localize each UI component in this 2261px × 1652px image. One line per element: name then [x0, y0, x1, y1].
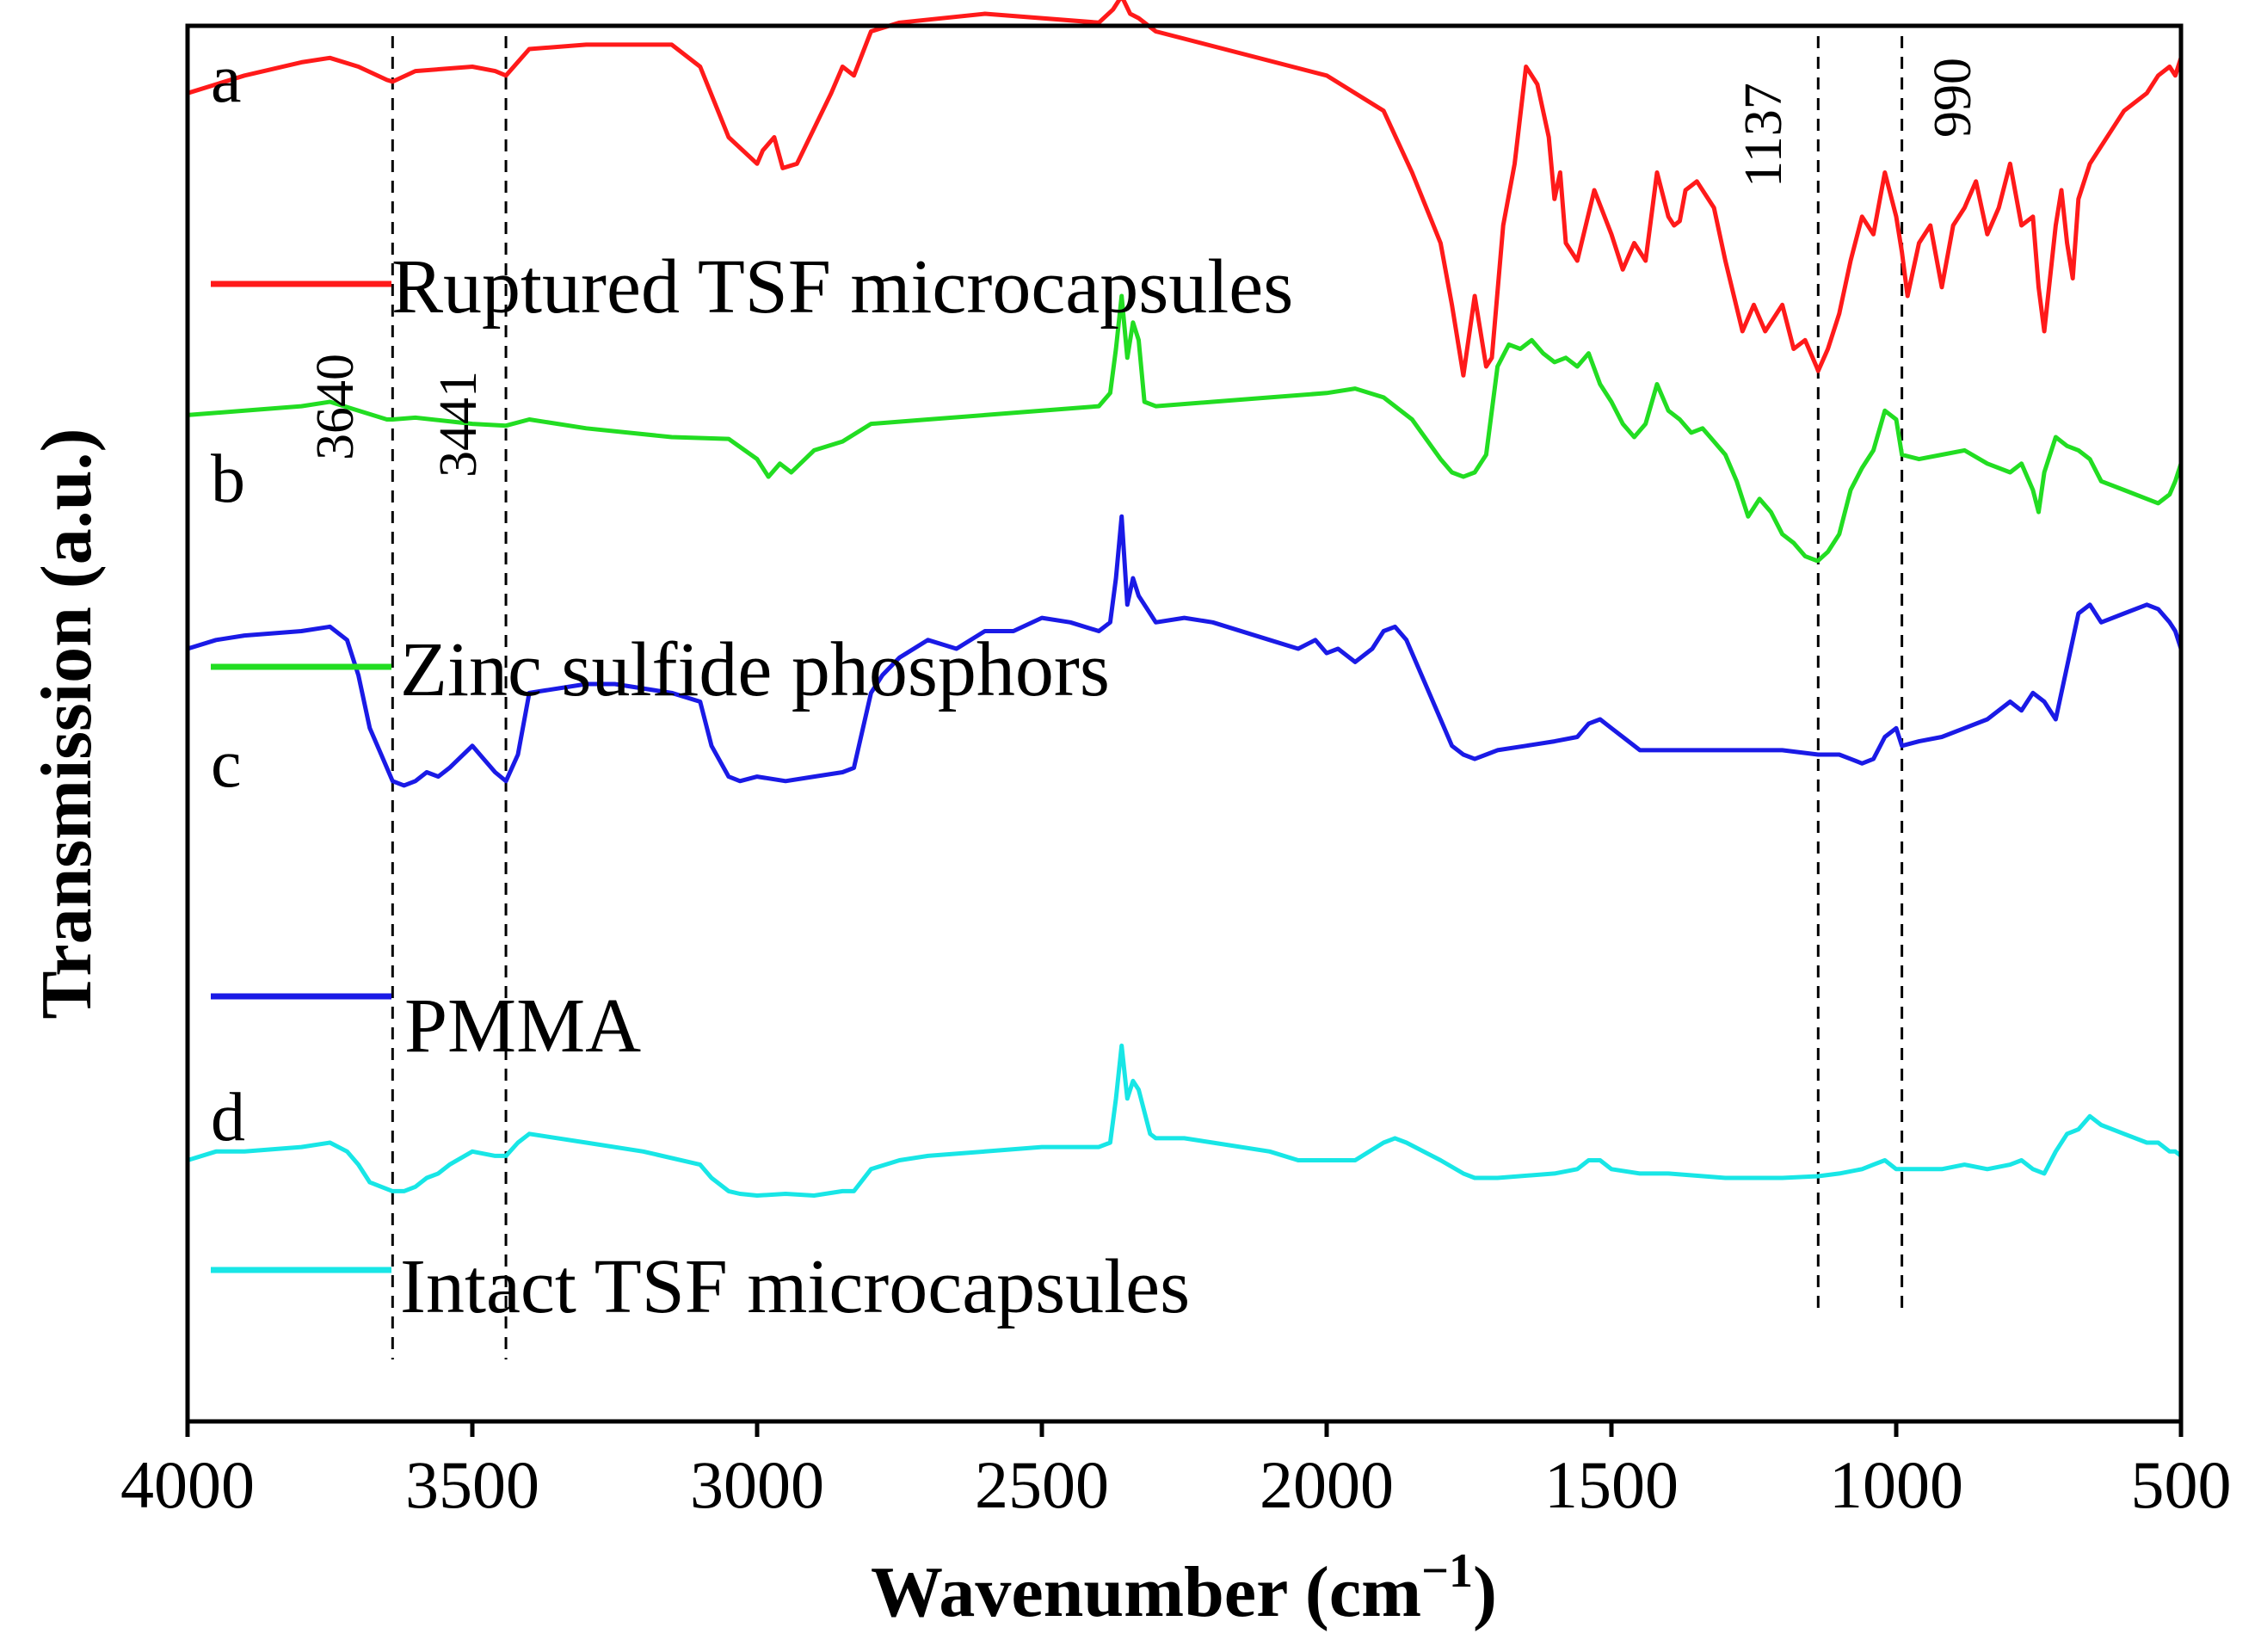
legend-label-intact: Intact TSF microcapsules	[400, 1244, 1190, 1329]
x-tick-label-2000: 2000	[1260, 1447, 1394, 1522]
x-axis-title-close: )	[1473, 1552, 1497, 1632]
x-axis-title-sup: −1	[1421, 1544, 1473, 1598]
legend-label-ruptured: Ruptured TSF microcapsules	[391, 244, 1293, 330]
x-tick-label-4000: 4000	[120, 1447, 255, 1522]
panel-letter-b: b	[211, 441, 245, 517]
legend-label-zinc: Zinc sulfide phosphors	[400, 627, 1110, 712]
legend-label-pmma: PMMA	[404, 983, 641, 1069]
x-tick-label-2500: 2500	[975, 1447, 1109, 1522]
peak-label-3441: 3441	[429, 371, 488, 478]
peak-label-1137: 1137	[1734, 83, 1793, 188]
panel-letter-a: a	[211, 41, 242, 117]
peak-label-990: 990	[1924, 58, 1982, 138]
peak-label-3640: 3640	[306, 354, 365, 460]
x-tick-label-3000: 3000	[690, 1447, 824, 1522]
series-lines	[187, 0, 2184, 1198]
x-tick-label-3500: 3500	[405, 1447, 539, 1522]
series-line-a	[187, 0, 2184, 378]
series-line-d	[187, 1043, 2183, 1198]
x-axis-title: Wavenumber (cm−1)	[871, 1544, 1497, 1632]
series-line-c	[187, 514, 2184, 788]
x-tick-label-1000: 1000	[1829, 1447, 1963, 1522]
panel-letter-c: c	[211, 726, 242, 802]
x-axis-title-main: Wavenumber (cm	[871, 1552, 1421, 1632]
series-line-b	[187, 293, 2184, 563]
y-axis-title: Transmission (a.u.)	[27, 428, 107, 1020]
x-tick-label-500: 500	[2131, 1447, 2232, 1522]
panel-letter-d: d	[211, 1080, 245, 1156]
x-axis-ticks: 4000 3500 3000 2500 2000 1500 1000 500	[120, 1421, 2232, 1522]
plot-frame	[185, 23, 2184, 1424]
x-tick-label-1500: 1500	[1544, 1447, 1679, 1522]
